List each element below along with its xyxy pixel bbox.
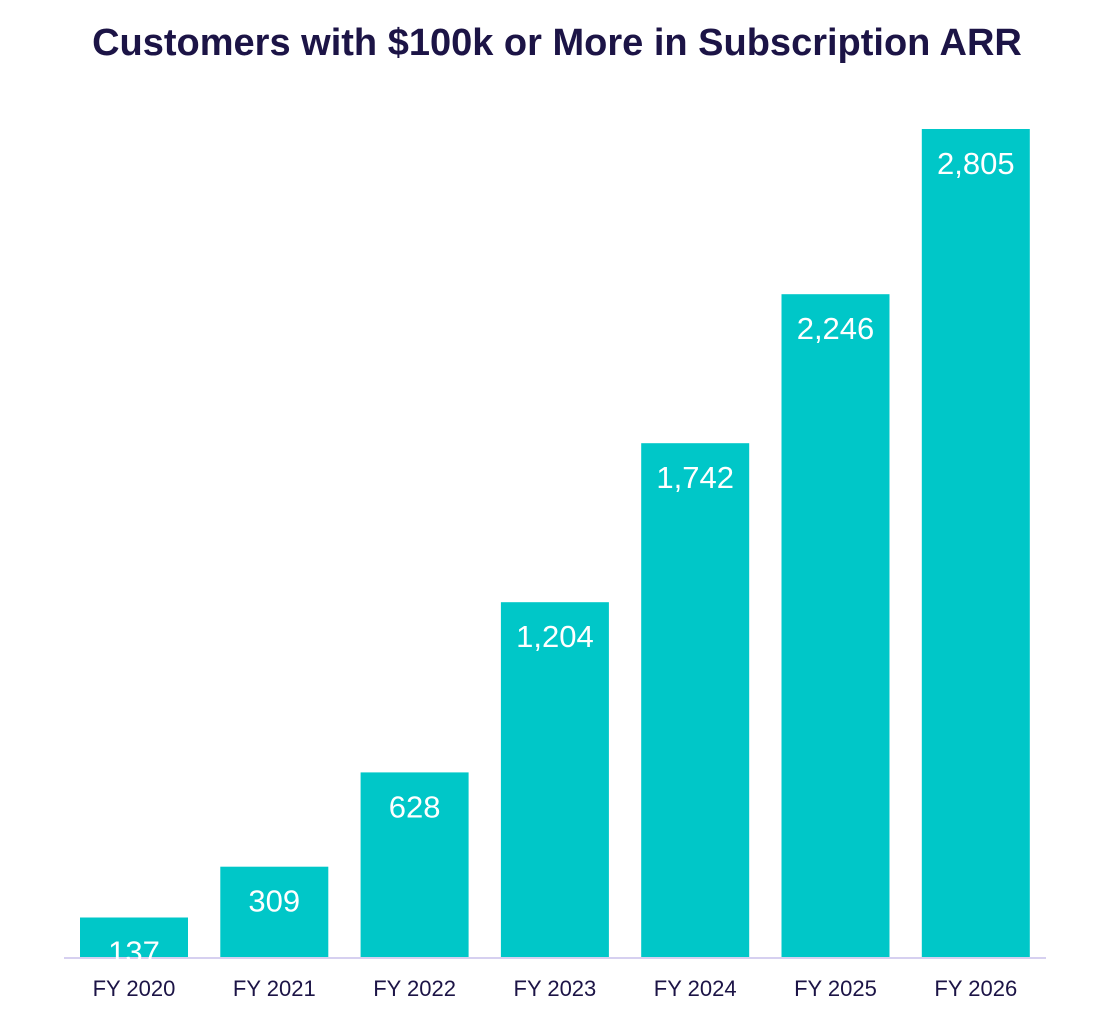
bar-fy-2024 bbox=[641, 443, 750, 958]
bar-fy-2023 bbox=[500, 602, 609, 958]
bar-fy-2026 bbox=[921, 129, 1030, 958]
bar-fy-2022 bbox=[360, 772, 469, 958]
data-labels-layer: 137 309 628 1,204 1,742 2,246 2,805 bbox=[108, 146, 1014, 970]
data-label: 137 bbox=[108, 935, 160, 970]
data-label: 1,204 bbox=[516, 619, 594, 654]
x-tick-label: FY 2025 bbox=[794, 976, 877, 1001]
bar-fy-2025 bbox=[781, 294, 890, 958]
bar-fy-2021 bbox=[220, 866, 329, 958]
x-tick-labels-layer: FY 2020 FY 2021 FY 2022 FY 2023 FY 2024 FY 20… bbox=[93, 976, 1018, 1001]
data-label: 309 bbox=[248, 884, 300, 919]
x-tick-label: FY 2026 bbox=[934, 976, 1017, 1001]
x-tick-label: FY 2023 bbox=[514, 976, 597, 1001]
x-tick-label: FY 2020 bbox=[93, 976, 176, 1001]
x-tick-label: FY 2021 bbox=[233, 976, 316, 1001]
bar-fy-2020 bbox=[80, 917, 188, 958]
data-label: 2,805 bbox=[937, 146, 1015, 181]
bars-layer bbox=[80, 129, 1030, 958]
x-tick-label: FY 2022 bbox=[373, 976, 456, 1001]
x-tick-label: FY 2024 bbox=[654, 976, 737, 1001]
data-label: 1,742 bbox=[656, 460, 734, 495]
data-label: 2,246 bbox=[797, 311, 875, 346]
chart-title: Customers with $100k or More in Subscrip… bbox=[92, 22, 1022, 64]
data-label: 628 bbox=[389, 789, 441, 824]
